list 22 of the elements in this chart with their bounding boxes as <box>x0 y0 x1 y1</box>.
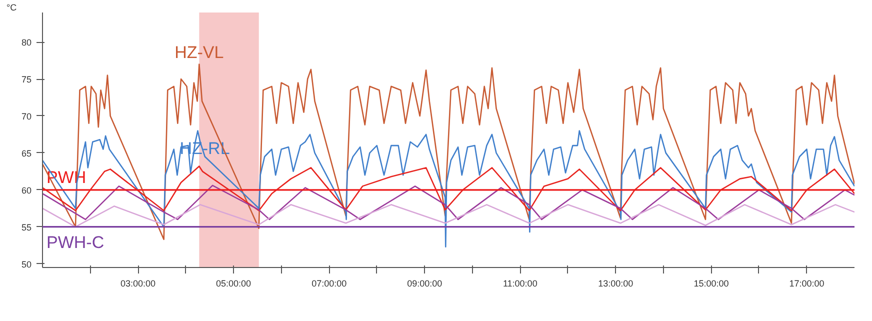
line-series <box>42 184 854 220</box>
line-series <box>42 204 854 228</box>
y-tick-label: 70 <box>21 111 32 122</box>
y-tick-label: 80 <box>21 38 32 48</box>
y-tick-label: 55 <box>21 222 32 232</box>
x-tick-label: 17:00:00 <box>789 278 824 288</box>
x-tick-label: 13:00:00 <box>598 278 634 288</box>
y-tick-label: 65 <box>21 148 32 158</box>
series-label: HZ-VL <box>174 43 224 62</box>
x-tick-label: 07:00:00 <box>312 278 347 288</box>
x-tick-label: 09:00:00 <box>407 278 442 288</box>
y-tick-label: 75 <box>21 74 32 85</box>
y-tick-label: 50 <box>21 259 32 270</box>
line-series <box>42 130 854 248</box>
y-axis-title: °C <box>6 2 18 12</box>
x-tick-label: 11:00:00 <box>502 278 538 288</box>
x-tick-label: 05:00:00 <box>216 278 252 288</box>
ref-line-label: PWH-C <box>46 232 104 252</box>
x-tick-label: 15:00:00 <box>694 278 729 288</box>
y-tick-label: 60 <box>21 185 32 196</box>
x-tick-label: 03:00:00 <box>120 278 156 288</box>
line-series <box>42 166 854 212</box>
